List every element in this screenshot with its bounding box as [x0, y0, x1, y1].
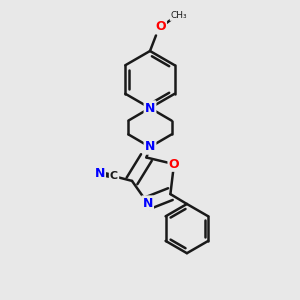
- Text: C: C: [110, 171, 118, 182]
- Text: CH₃: CH₃: [170, 11, 187, 20]
- Text: N: N: [145, 140, 155, 154]
- Text: N: N: [94, 167, 105, 180]
- Text: N: N: [142, 196, 153, 210]
- Text: N: N: [145, 101, 155, 115]
- Text: O: O: [155, 20, 166, 33]
- Text: O: O: [169, 158, 179, 171]
